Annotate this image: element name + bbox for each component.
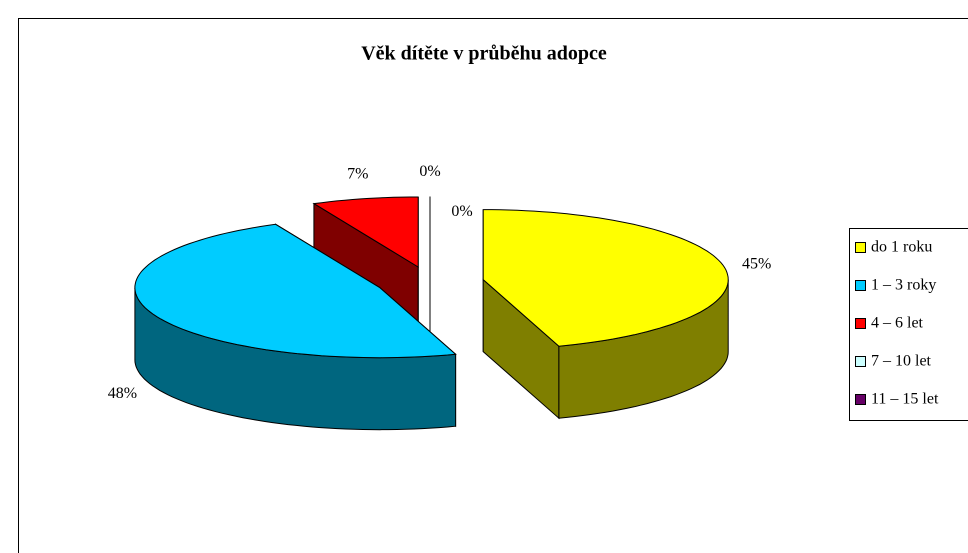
slice [134,223,457,431]
slice-top [482,209,729,347]
legend-box [849,228,968,421]
legend-swatch [855,356,866,367]
legend-label: do 1 roku [871,239,932,256]
legend-swatch [855,318,866,329]
data-label: 7% [347,165,368,182]
data-label: 48% [108,385,137,402]
data-label: 0% [451,203,472,220]
legend-swatch [855,242,866,253]
legend-label: 7 – 10 let [871,353,932,370]
legend-label: 4 – 6 let [871,315,924,332]
pie [134,196,729,431]
slice-top [134,223,457,359]
slice-top [312,196,419,268]
data-label: 45% [742,255,771,272]
legend-swatch [855,394,866,405]
chart-title: Věk dítěte v průběhu adopce [361,43,607,65]
legend-swatch [855,280,866,291]
legend-label: 11 – 15 let [871,391,939,408]
legend-label: 1 – 3 roky [871,277,936,294]
data-label: 0% [419,163,440,180]
slice [482,209,729,420]
